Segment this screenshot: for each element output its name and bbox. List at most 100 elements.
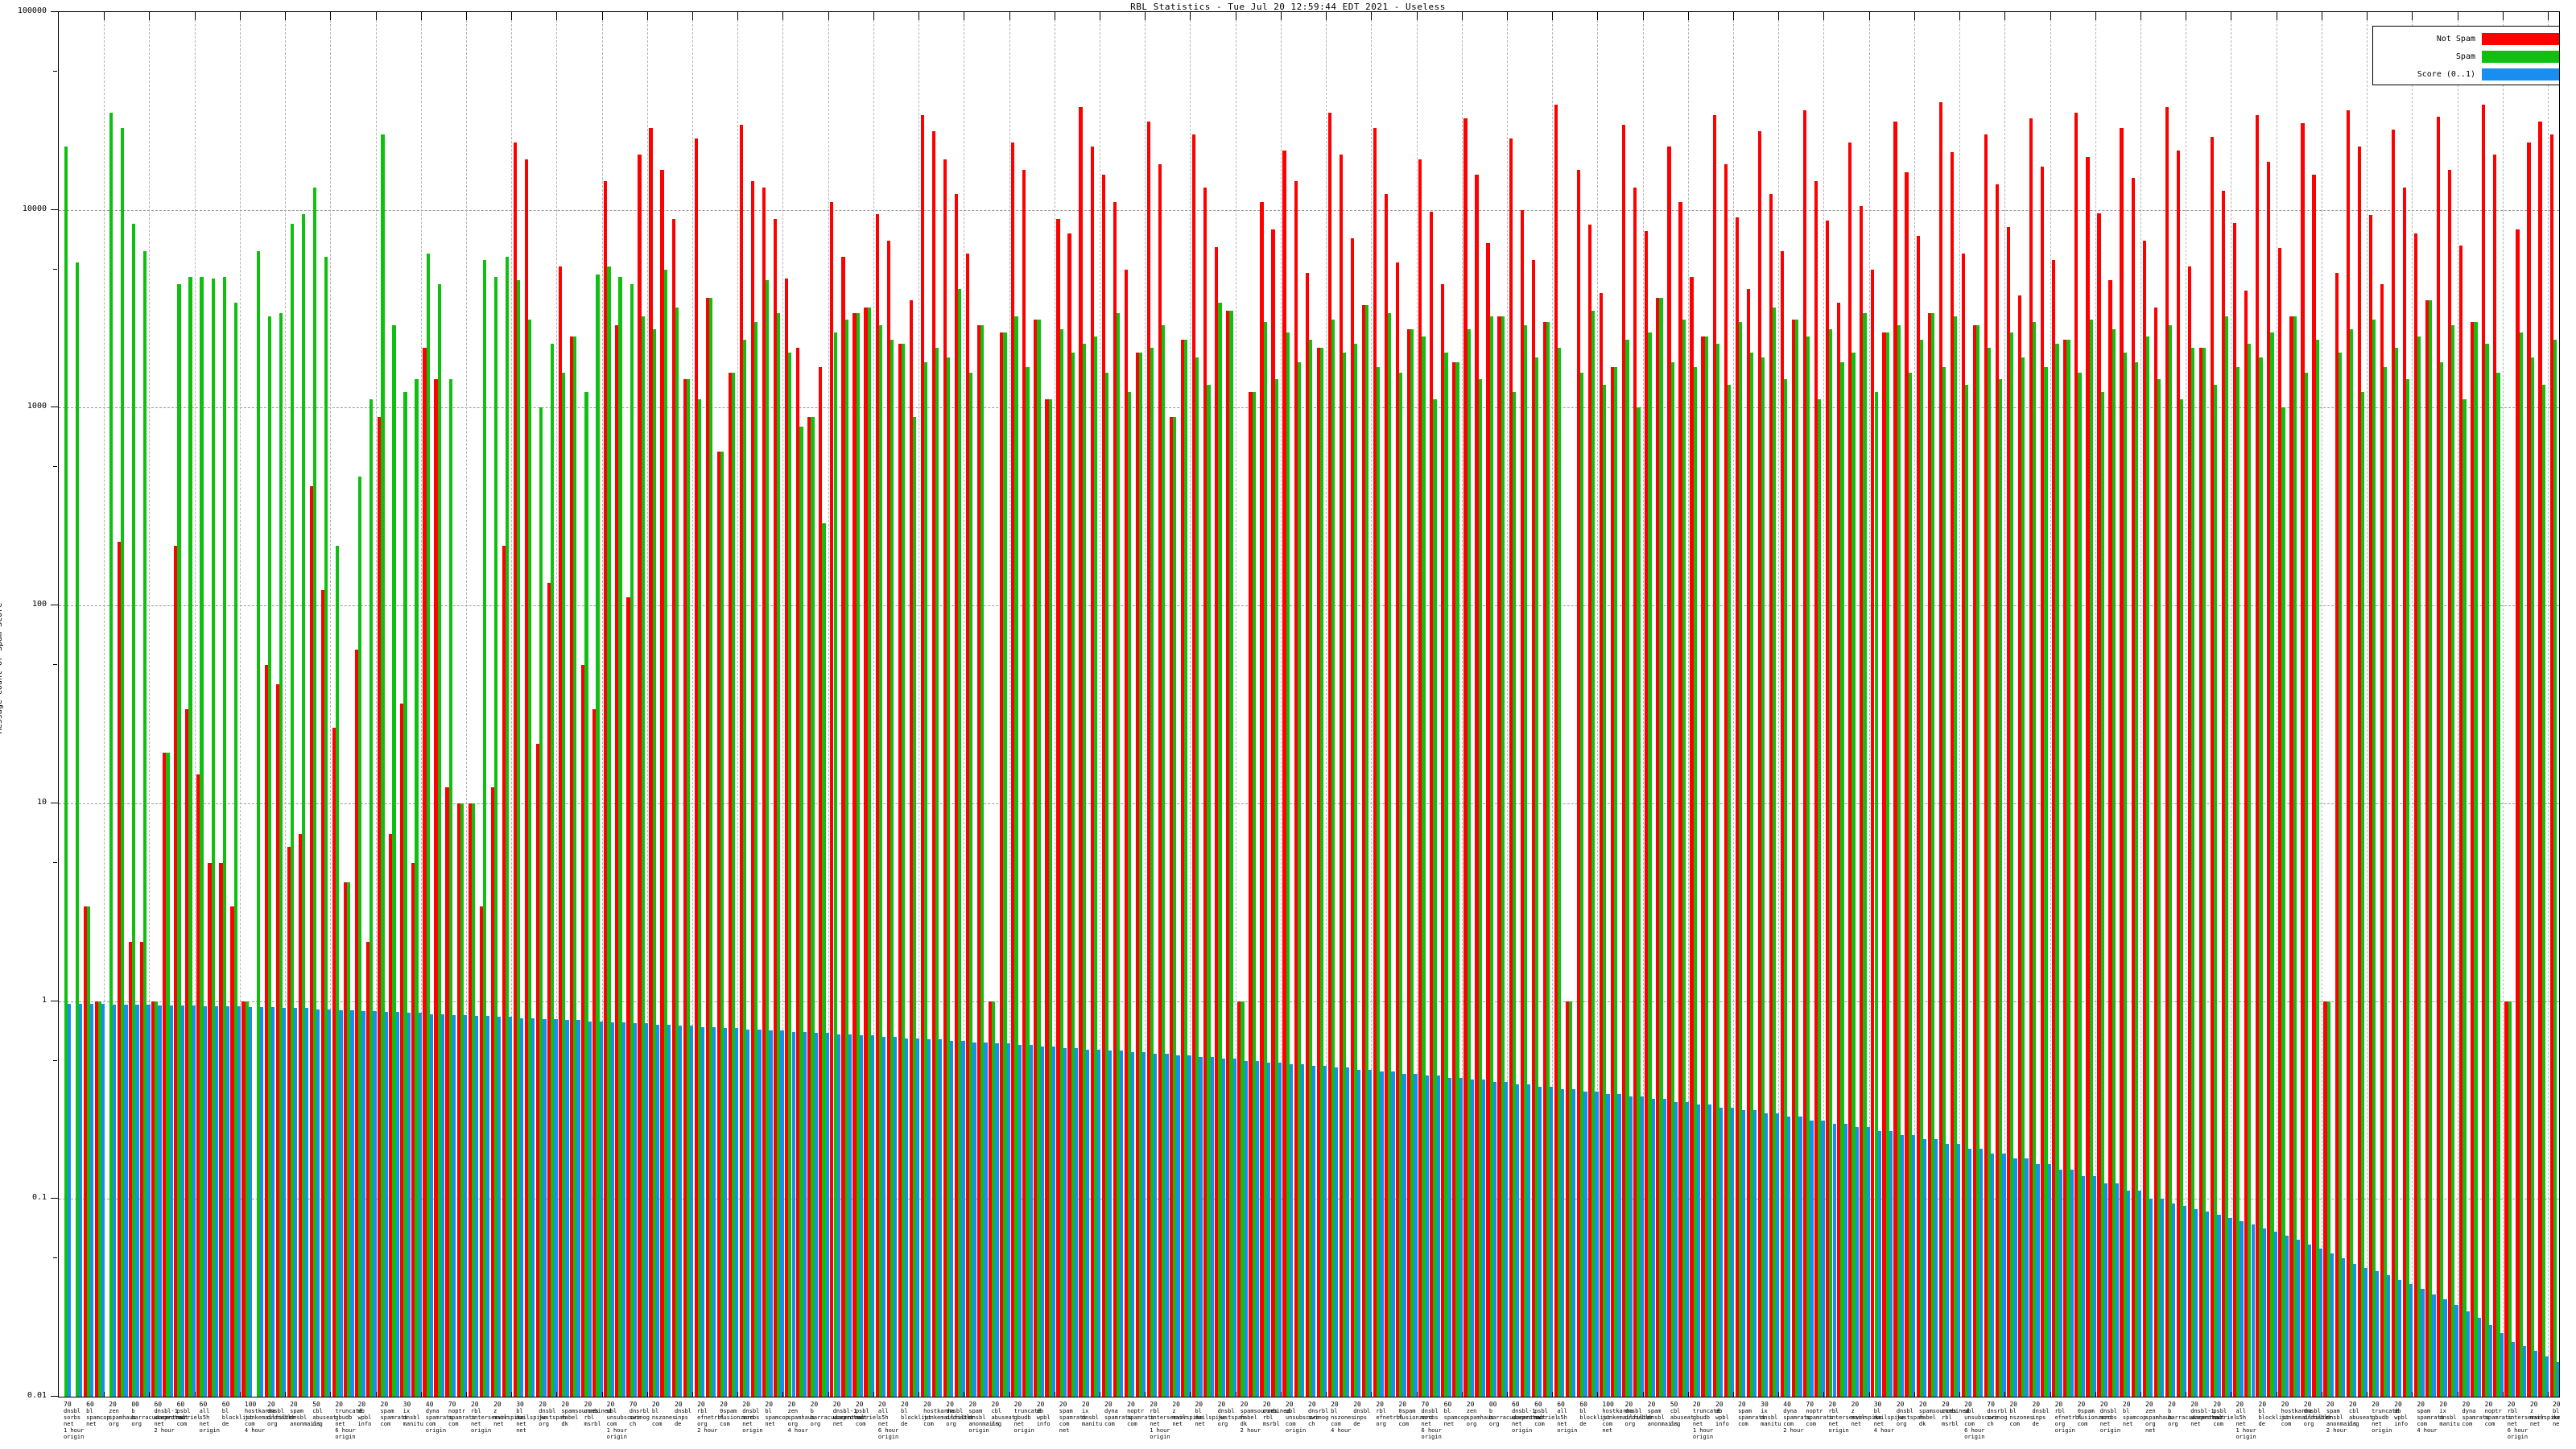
bar-score bbox=[1753, 1110, 1757, 1397]
bar-not-spam bbox=[931, 130, 935, 1397]
x-axis-tick-bottom bbox=[194, 1392, 196, 1397]
bar-not-spam bbox=[1034, 319, 1038, 1397]
bar-not-spam bbox=[739, 124, 744, 1397]
x-axis-tick-top bbox=[1552, 12, 1554, 20]
bar-not-spam bbox=[671, 218, 675, 1397]
bar-score bbox=[486, 1016, 490, 1397]
x-axis-tick-bottom bbox=[2004, 1392, 2006, 1397]
bar-not-spam bbox=[2029, 118, 2033, 1397]
bar-not-spam bbox=[139, 941, 144, 1397]
bar-not-spam bbox=[355, 649, 359, 1397]
bar-spam bbox=[1037, 319, 1041, 1397]
bar-spam bbox=[369, 399, 374, 1397]
bar-spam bbox=[1410, 328, 1414, 1397]
x-axis-tick-top bbox=[1326, 12, 1327, 20]
bar-not-spam bbox=[774, 218, 778, 1397]
bar-score bbox=[2330, 1253, 2334, 1397]
bar-spam bbox=[75, 262, 80, 1397]
bar-not-spam bbox=[1146, 121, 1151, 1397]
bar-score bbox=[1696, 1104, 1701, 1397]
bar-score bbox=[2126, 1191, 2131, 1397]
x-axis-tick-bottom bbox=[465, 1392, 467, 1397]
bar-spam bbox=[754, 322, 758, 1397]
bar-score bbox=[2353, 1263, 2357, 1397]
bar-spam bbox=[1388, 313, 1392, 1397]
bar-score bbox=[1131, 1052, 1135, 1397]
bar-spam bbox=[1591, 310, 1596, 1397]
bar-score bbox=[1470, 1080, 1474, 1397]
bar-not-spam bbox=[2357, 146, 2361, 1397]
bar-not-spam bbox=[1950, 152, 1954, 1397]
bar-spam bbox=[766, 280, 770, 1397]
bar-spam bbox=[1071, 352, 1075, 1397]
y-axis-tick bbox=[51, 1396, 58, 1397]
bar-not-spam bbox=[2041, 167, 2045, 1397]
bar-spam bbox=[822, 523, 826, 1397]
bar-not-spam bbox=[1373, 127, 1377, 1397]
bar-spam bbox=[1455, 361, 1459, 1397]
bar-not-spam bbox=[841, 256, 845, 1397]
bar-spam bbox=[516, 280, 521, 1397]
bar-not-spam bbox=[909, 299, 913, 1397]
bar-score bbox=[2409, 1284, 2413, 1397]
bar-not-spam bbox=[1101, 175, 1105, 1397]
bar-spam bbox=[1003, 332, 1007, 1397]
bar-spam bbox=[1354, 344, 1358, 1397]
bar-not-spam bbox=[366, 941, 370, 1397]
bar-score bbox=[79, 1003, 83, 1397]
bar-score bbox=[1991, 1153, 1995, 1397]
bar-score bbox=[2251, 1224, 2255, 1397]
bar-spam bbox=[1207, 385, 1211, 1397]
y-axis-tick bbox=[51, 208, 58, 210]
bar-score bbox=[2341, 1258, 2346, 1397]
bar-not-spam bbox=[434, 378, 438, 1397]
bar-not-spam bbox=[423, 348, 427, 1397]
series-spam-bars bbox=[59, 12, 2559, 1397]
bar-not-spam bbox=[2187, 266, 2191, 1397]
bar-spam bbox=[2157, 378, 2161, 1397]
bar-not-spam bbox=[2176, 150, 2180, 1397]
bar-not-spam bbox=[2471, 322, 2475, 1397]
bar-score bbox=[1120, 1051, 1124, 1397]
x-axis-tick-top bbox=[1009, 12, 1010, 20]
y-axis-minor-tick bbox=[53, 664, 57, 666]
bar-score bbox=[565, 1020, 569, 1397]
x-axis-tick-bottom bbox=[1371, 1392, 1373, 1397]
bar-score bbox=[169, 1005, 173, 1397]
bar-score bbox=[1210, 1057, 1214, 1397]
bar-spam bbox=[2021, 357, 2025, 1397]
bar-spam bbox=[2191, 348, 2195, 1397]
bar-spam bbox=[64, 146, 68, 1397]
bar-score bbox=[2217, 1215, 2221, 1397]
bar-not-spam bbox=[128, 941, 133, 1397]
x-axis-tick-top bbox=[2502, 12, 2504, 20]
bar-not-spam bbox=[174, 546, 178, 1397]
x-axis-tick-bottom bbox=[1190, 1392, 1191, 1397]
bar-not-spam bbox=[954, 194, 959, 1397]
x-axis-tick-bottom bbox=[737, 1392, 739, 1397]
bar-spam bbox=[1557, 348, 1562, 1397]
bar-not-spam bbox=[2278, 248, 2282, 1397]
bar-not-spam bbox=[1791, 319, 1796, 1397]
legend-swatch-not-spam-icon bbox=[2482, 32, 2559, 45]
bar-score bbox=[1312, 1066, 1316, 1397]
bar-spam bbox=[1229, 310, 1233, 1397]
bar-spam bbox=[1059, 328, 1063, 1397]
bar-not-spam bbox=[2448, 169, 2452, 1397]
bar-not-spam bbox=[1882, 332, 1886, 1397]
x-axis-tick-top bbox=[1416, 12, 1418, 20]
bar-score bbox=[2161, 1199, 2165, 1397]
bar-score bbox=[803, 1031, 807, 1397]
bar-not-spam bbox=[287, 847, 291, 1397]
bar-score bbox=[373, 1011, 377, 1397]
x-axis-tick-bottom bbox=[2050, 1392, 2051, 1397]
bar-score bbox=[395, 1012, 399, 1397]
bar-spam bbox=[415, 378, 419, 1397]
bar-spam bbox=[878, 325, 882, 1397]
bar-not-spam bbox=[490, 787, 494, 1397]
x-axis-tick-top bbox=[2547, 12, 2549, 20]
bar-not-spam bbox=[1497, 316, 1501, 1397]
bar-score bbox=[1515, 1084, 1520, 1397]
bar-spam bbox=[2214, 385, 2218, 1397]
x-axis-tick-top bbox=[1823, 12, 1825, 20]
